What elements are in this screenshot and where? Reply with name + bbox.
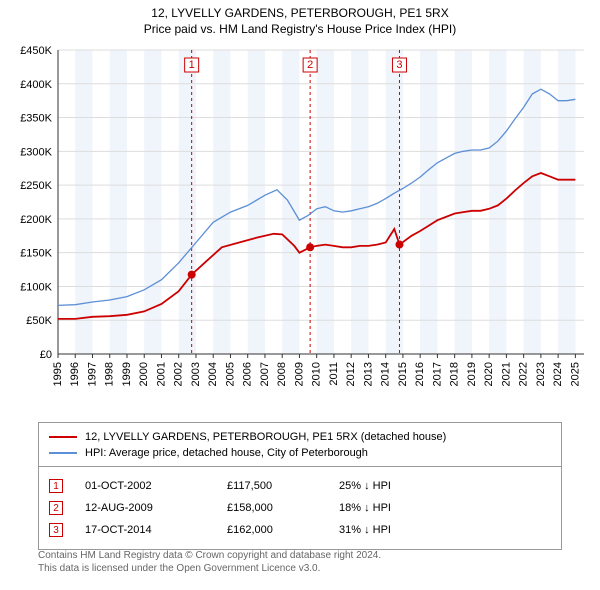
sale-marker-number: 1 [189,59,195,71]
x-tick-label: 2005 [224,362,236,386]
y-tick-label: £0 [40,349,52,361]
x-tick-label: 2013 [362,362,374,386]
x-tick-label: 2010 [311,362,323,386]
x-tick-label: 2003 [190,362,202,386]
sale-marker-box: 2 [49,501,63,515]
sale-diff: 25% ↓ HPI [339,480,449,492]
x-tick-label: 2022 [518,362,530,386]
legend-row: 12, LYVELLY GARDENS, PETERBOROUGH, PE1 5… [49,429,551,445]
x-tick-label: 2011 [328,362,340,386]
sale-point [395,241,403,249]
x-tick-label: 1996 [69,362,81,386]
legend-label: HPI: Average price, detached house, City… [85,447,368,459]
x-tick-label: 2012 [345,362,357,386]
x-tick-label: 2024 [552,362,564,386]
x-tick-label: 2001 [155,362,167,386]
sale-row: 2 12-AUG-2009 £158,000 18% ↓ HPI [49,497,551,519]
sale-diff: 18% ↓ HPI [339,502,449,514]
footer-line: This data is licensed under the Open Gov… [38,563,562,576]
legend-swatch [49,452,77,454]
x-tick-label: 2020 [483,362,495,386]
x-tick-label: 2021 [500,362,512,386]
y-tick-label: £150K [20,248,52,260]
sale-price: £158,000 [227,502,317,514]
x-tick-label: 2016 [414,362,426,386]
x-tick-label: 2002 [173,362,185,386]
x-tick-label: 1995 [52,362,64,386]
x-tick-label: 1999 [121,362,133,386]
y-tick-label: £100K [20,281,52,293]
sale-point [188,271,196,279]
x-tick-label: 2018 [449,362,461,386]
x-tick-label: 2006 [242,362,254,386]
sales-table: 1 01-OCT-2002 £117,500 25% ↓ HPI 2 12-AU… [38,466,562,550]
sale-marker-number: 3 [396,59,402,71]
sale-marker-box: 1 [49,479,63,493]
sale-price: £117,500 [227,480,317,492]
x-tick-label: 2019 [466,362,478,386]
y-tick-label: £400K [20,79,52,91]
chart-area: £0 £50K £100K £150K £200K £250K £300K £350K £400… [10,44,590,414]
legend: 12, LYVELLY GARDENS, PETERBOROUGH, PE1 5… [38,422,562,468]
x-tick-label: 1997 [86,362,98,386]
legend-row: HPI: Average price, detached house, City… [49,445,551,461]
x-tick-label: 2007 [259,362,271,386]
sale-marker-number: 2 [307,59,313,71]
title-subtitle: Price paid vs. HM Land Registry's House … [0,22,600,36]
sale-price: £162,000 [227,524,317,536]
x-tick-label: 2025 [569,362,581,386]
x-tick-label: 2009 [293,362,305,386]
x-tick-label: 1998 [104,362,116,386]
sale-date: 01-OCT-2002 [85,480,205,492]
title-address: 12, LYVELLY GARDENS, PETERBOROUGH, PE1 5… [0,6,600,20]
footer-line: Contains HM Land Registry data © Crown c… [38,550,562,563]
sale-date: 17-OCT-2014 [85,524,205,536]
chart-svg: £0 £50K £100K £150K £200K £250K £300K £350K £400… [10,44,590,414]
x-tick-label: 2000 [138,362,150,386]
x-tick-label: 2017 [431,362,443,386]
x-tick-label: 2004 [207,362,219,386]
sale-diff: 31% ↓ HPI [339,524,449,536]
x-tick-label: 2015 [397,362,409,386]
chart-container: 12, LYVELLY GARDENS, PETERBOROUGH, PE1 5… [0,0,600,590]
sale-point [306,243,314,251]
legend-label: 12, LYVELLY GARDENS, PETERBOROUGH, PE1 5… [85,431,446,443]
y-tick-label: £300K [20,146,52,158]
y-tick-label: £50K [26,315,52,327]
sale-date: 12-AUG-2009 [85,502,205,514]
x-tick-label: 2014 [380,362,392,386]
legend-swatch [49,436,77,438]
x-tick-label: 2023 [535,362,547,386]
y-tick-label: £250K [20,180,52,192]
sale-row: 1 01-OCT-2002 £117,500 25% ↓ HPI [49,475,551,497]
sale-row: 3 17-OCT-2014 £162,000 31% ↓ HPI [49,519,551,541]
titles: 12, LYVELLY GARDENS, PETERBOROUGH, PE1 5… [0,0,600,36]
y-tick-label: £450K [20,45,52,57]
x-tick-label: 2008 [276,362,288,386]
sale-marker-box: 3 [49,523,63,537]
y-tick-label: £200K [20,214,52,226]
y-tick-label: £350K [20,113,52,125]
footer-attribution: Contains HM Land Registry data © Crown c… [38,550,562,575]
